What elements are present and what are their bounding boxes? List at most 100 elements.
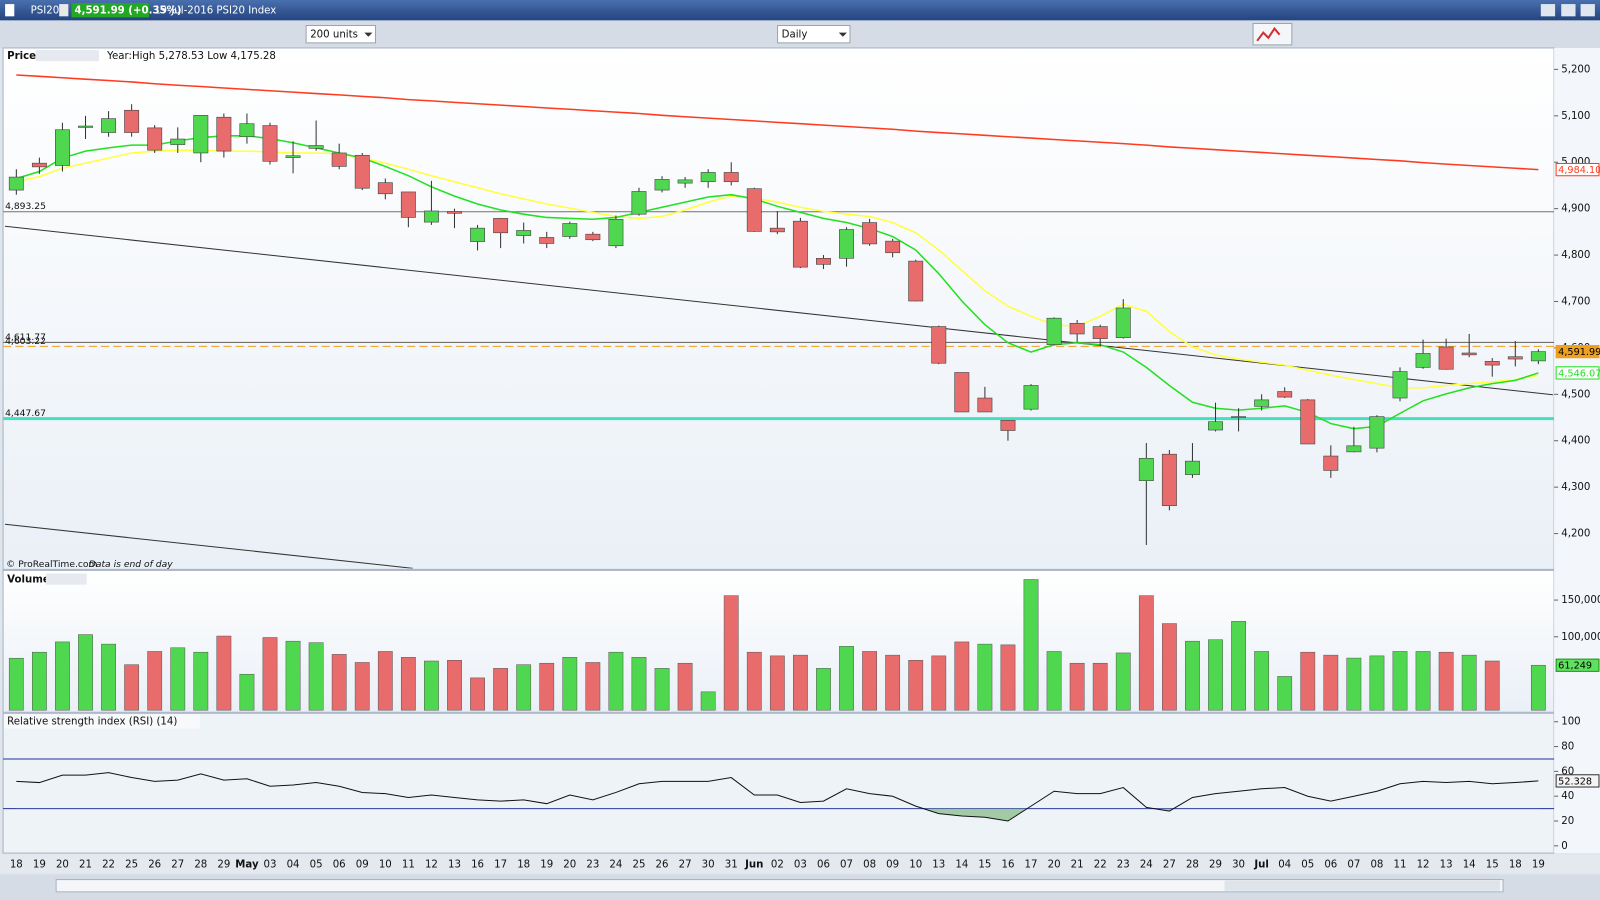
y-tick-label: 40 bbox=[1561, 791, 1574, 802]
units-dropdown[interactable] bbox=[305, 25, 377, 44]
x-tick-label: 27 bbox=[1163, 859, 1176, 870]
x-tick-label: 10 bbox=[379, 859, 392, 870]
volume-bar bbox=[1461, 654, 1477, 711]
menu-button[interactable] bbox=[1540, 4, 1556, 17]
volume-bar bbox=[1530, 664, 1546, 711]
volume-bar bbox=[1300, 651, 1316, 711]
candle-body bbox=[1115, 307, 1131, 338]
x-tick-label: 29 bbox=[217, 859, 230, 870]
rsi-header bbox=[4, 714, 200, 729]
data-note: Data is end of day bbox=[89, 559, 173, 570]
plot-layer: 18 19 20 21 22 25 26 27 28 29 May 03 04 05 06 09 10 11 12 1… bbox=[3, 64, 1600, 870]
period-dropdown[interactable] bbox=[777, 25, 851, 44]
minimize-button[interactable] bbox=[1561, 4, 1576, 17]
candle-body bbox=[1161, 453, 1177, 507]
x-tick-label: 20 bbox=[56, 859, 69, 870]
volume-bar bbox=[839, 646, 854, 711]
volume-bar bbox=[493, 668, 509, 711]
candle-body bbox=[954, 372, 970, 413]
scroll-thumb[interactable] bbox=[1224, 880, 1500, 891]
units: 200 units bbox=[310, 30, 358, 41]
last-value-label: 61,249 bbox=[1555, 658, 1600, 672]
volume-bar bbox=[723, 595, 739, 711]
volume-bar bbox=[1415, 651, 1431, 711]
candle-body bbox=[723, 172, 739, 183]
price-subtitle: Year:High 5,278.53 Low 4,175.28 bbox=[106, 51, 276, 62]
candle-body bbox=[746, 188, 762, 232]
last-value-box bbox=[1555, 366, 1600, 380]
x-tick-label: 02 bbox=[771, 859, 784, 870]
candle-body bbox=[1254, 399, 1270, 407]
volume-bar bbox=[31, 651, 47, 711]
x-tick-label: 29 bbox=[1209, 859, 1222, 870]
info-icon[interactable] bbox=[59, 4, 69, 17]
level-label: 4,893.25 bbox=[5, 201, 46, 212]
maximize-button[interactable] bbox=[1580, 4, 1595, 17]
moving-average bbox=[16, 74, 1539, 171]
trendline bbox=[4, 523, 414, 569]
candle-body bbox=[977, 397, 993, 413]
volume-bar bbox=[1484, 660, 1500, 711]
x-tick-label: 27 bbox=[171, 859, 184, 870]
y-tick-label: 5,000 bbox=[1561, 157, 1590, 168]
candle-body bbox=[1507, 356, 1523, 360]
y-tick-label: 20 bbox=[1561, 816, 1574, 827]
scrollbar[interactable] bbox=[55, 879, 1504, 893]
candle-body bbox=[1208, 421, 1223, 431]
candle-body bbox=[654, 179, 670, 191]
y-tick-label: 80 bbox=[1561, 742, 1574, 753]
volume-bar bbox=[147, 651, 163, 711]
candle-body bbox=[1484, 361, 1500, 366]
y-tick-label: 4,500 bbox=[1561, 389, 1590, 400]
candle-body bbox=[1392, 371, 1408, 399]
dropdown-arrow bbox=[364, 32, 373, 37]
y-tick-label: 4,700 bbox=[1561, 296, 1590, 307]
y-tick-label: 4,900 bbox=[1561, 204, 1590, 215]
volume-bar bbox=[1277, 676, 1293, 711]
x-tick-label: 26 bbox=[656, 859, 669, 870]
level-label: 4,611.77 bbox=[5, 332, 46, 343]
candle-body bbox=[193, 115, 209, 154]
panel-tools[interactable] bbox=[35, 50, 99, 62]
volume-bar bbox=[124, 664, 140, 711]
x-tick-label: 13 bbox=[932, 859, 945, 870]
price-plot: 4,893.25 4,611.774,603.22 4,447.67 bbox=[3, 74, 1555, 569]
panel-tools[interactable] bbox=[45, 573, 87, 585]
x-tick-label: 12 bbox=[425, 859, 438, 870]
x-tick-label: 16 bbox=[471, 859, 484, 870]
candle-body bbox=[354, 154, 370, 189]
quote: 4,591.99 (+0.35%) bbox=[74, 6, 181, 17]
chart-style-button[interactable] bbox=[1252, 22, 1293, 46]
volume-bar bbox=[885, 654, 901, 711]
candle-body bbox=[31, 162, 47, 168]
x-tick-label: 03 bbox=[794, 859, 807, 870]
candle-body bbox=[8, 176, 24, 191]
volume-bar bbox=[1023, 579, 1039, 711]
last-value-text: 52.328 bbox=[1558, 776, 1592, 787]
volume-bar bbox=[239, 673, 255, 711]
volume-bar bbox=[1346, 657, 1362, 711]
last-value-text: 4,546.07 bbox=[1558, 368, 1600, 379]
volume-bar bbox=[862, 651, 877, 711]
volume-bar bbox=[78, 634, 93, 711]
volume-bar bbox=[516, 664, 532, 711]
x-tick-label: 11 bbox=[402, 859, 415, 870]
x-tick-label: Jun bbox=[744, 859, 763, 870]
last-value-label: 4,591.99 bbox=[1555, 344, 1600, 359]
x-tick-label: 23 bbox=[1117, 859, 1130, 870]
x-tick-label: 04 bbox=[287, 859, 300, 870]
x-tick-label: 14 bbox=[955, 859, 968, 870]
volume-bar bbox=[331, 654, 347, 711]
y-tick-label: 4,300 bbox=[1561, 482, 1590, 493]
candle-body bbox=[1231, 416, 1247, 418]
volume-bar bbox=[816, 668, 831, 711]
candle-body bbox=[377, 182, 393, 195]
price-title: Price bbox=[7, 51, 36, 62]
candle-body bbox=[308, 145, 324, 149]
candle-body bbox=[285, 155, 301, 158]
last-value-box bbox=[1555, 774, 1600, 788]
candle-body bbox=[839, 229, 854, 259]
volume-bar bbox=[1069, 662, 1085, 711]
candle-body bbox=[239, 123, 255, 138]
